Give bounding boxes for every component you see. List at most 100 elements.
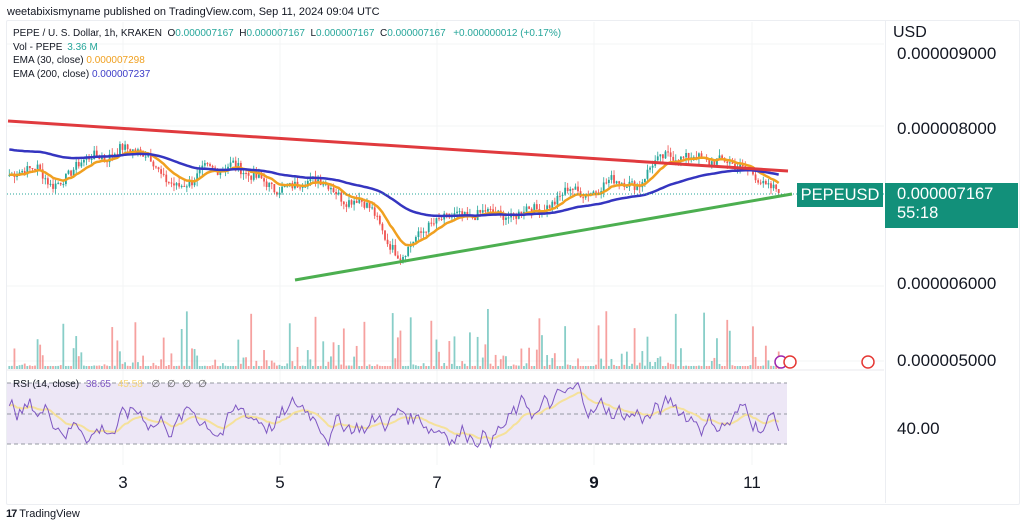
volume-bar xyxy=(420,365,422,369)
volume-bar xyxy=(497,365,500,369)
volume-bar xyxy=(528,347,531,369)
volume-bar xyxy=(229,365,232,369)
candle-body xyxy=(255,171,258,178)
volume-bar xyxy=(667,362,669,369)
volume-bar xyxy=(278,364,281,369)
symbol-description[interactable]: PEPE / U. S. Dollar, 1h, KRAKEN xyxy=(13,28,162,39)
tradingview-footer[interactable]: 17 TradingView xyxy=(6,508,80,520)
volume-bar xyxy=(121,363,124,369)
volume-bar xyxy=(198,366,201,369)
volume-bar xyxy=(553,353,556,369)
volume-bar xyxy=(584,365,587,369)
volume-bar xyxy=(412,364,415,369)
volume-bar xyxy=(705,365,708,369)
volume-row[interactable]: Vol - PEPE 3.36 M xyxy=(13,41,561,55)
candle-body xyxy=(152,161,155,167)
candle-body xyxy=(718,155,721,159)
price-axis[interactable]: USD 0.000009000 0.000008000 0.000006000 … xyxy=(885,20,1019,503)
candle-body xyxy=(667,151,669,153)
candle-body xyxy=(577,186,579,192)
currency-label[interactable]: USD xyxy=(893,24,927,41)
candle-body xyxy=(95,150,98,157)
candle-body xyxy=(147,155,150,157)
candle-body xyxy=(368,202,371,208)
volume-bar xyxy=(283,365,286,369)
volume-bar xyxy=(703,312,705,369)
open-label: O xyxy=(167,28,176,39)
candle-body xyxy=(553,201,556,205)
volume-bar xyxy=(67,365,70,369)
volume-bar xyxy=(144,366,147,369)
candle-body xyxy=(764,180,767,185)
volume-bar xyxy=(309,359,312,369)
volume-bar xyxy=(672,364,675,369)
volume-bar xyxy=(561,365,564,369)
volume-bar xyxy=(193,349,196,369)
ema200-row[interactable]: EMA (200, close) 0.000007237 xyxy=(13,68,561,82)
candle-body xyxy=(108,154,111,163)
volume-bar xyxy=(330,356,332,369)
event-flag-icon xyxy=(783,355,797,369)
volume-bar xyxy=(487,308,489,369)
candle-body xyxy=(425,231,428,233)
volume-bar xyxy=(232,365,235,369)
volume-bar xyxy=(427,365,430,369)
candle-body xyxy=(489,208,492,210)
candle-body xyxy=(404,255,407,257)
candle-body xyxy=(762,180,765,184)
candle-body xyxy=(67,170,70,174)
volume-bar xyxy=(90,365,93,369)
candle-body xyxy=(265,181,268,187)
candle-body xyxy=(757,180,760,183)
volume-bar xyxy=(224,365,227,369)
volume-bar xyxy=(149,366,152,369)
volume-bar xyxy=(358,365,361,369)
candle-body xyxy=(716,158,718,165)
high-label: H xyxy=(239,28,247,39)
candle-body xyxy=(72,169,75,176)
candle-body xyxy=(188,180,191,187)
volume-bar xyxy=(595,364,597,369)
volume-bar xyxy=(173,365,175,369)
candle-body xyxy=(206,163,209,165)
candle-body xyxy=(363,201,366,208)
volume-value: 3.36 M xyxy=(67,41,98,53)
volume-bar xyxy=(556,365,559,369)
candle-body xyxy=(348,200,350,207)
candle-body xyxy=(268,182,271,187)
volume-bar xyxy=(165,366,168,369)
volume-bar xyxy=(355,345,358,369)
candle-body xyxy=(430,222,433,224)
candle-body xyxy=(605,182,608,184)
candle-body xyxy=(484,210,487,212)
candle-body xyxy=(360,198,363,202)
candle-body xyxy=(680,156,682,162)
candle-body xyxy=(314,176,317,183)
volume-bar xyxy=(757,365,760,369)
candle-body xyxy=(682,156,685,158)
volume-bar xyxy=(577,358,579,369)
chart-frame xyxy=(6,20,1020,505)
volume-bar xyxy=(389,365,392,369)
candle-body xyxy=(39,164,42,170)
candle-body xyxy=(474,218,476,221)
volume-bar xyxy=(752,326,754,369)
volume-bar xyxy=(378,365,381,369)
rsi-legend[interactable]: RSI (14, close) 38.65 45.58 ∅ ∅ ∅ ∅ xyxy=(13,379,209,390)
candle-body xyxy=(458,211,461,213)
volume-bar xyxy=(294,365,296,369)
volume-bar xyxy=(414,365,417,369)
volume-bar xyxy=(746,366,749,369)
volume-bar xyxy=(463,363,466,369)
volume-bar xyxy=(368,364,371,369)
candle-body xyxy=(561,194,564,196)
candle-body xyxy=(453,213,456,216)
volume-bar xyxy=(734,366,736,369)
ema30-row[interactable]: EMA (30, close) 0.000007298 xyxy=(13,54,561,68)
candle-body xyxy=(355,200,358,203)
last-price-tag: 0.000007167 55:18 xyxy=(885,183,1018,228)
support-trendline xyxy=(294,192,793,282)
candle-body xyxy=(342,201,345,205)
rsi-band xyxy=(7,383,787,444)
